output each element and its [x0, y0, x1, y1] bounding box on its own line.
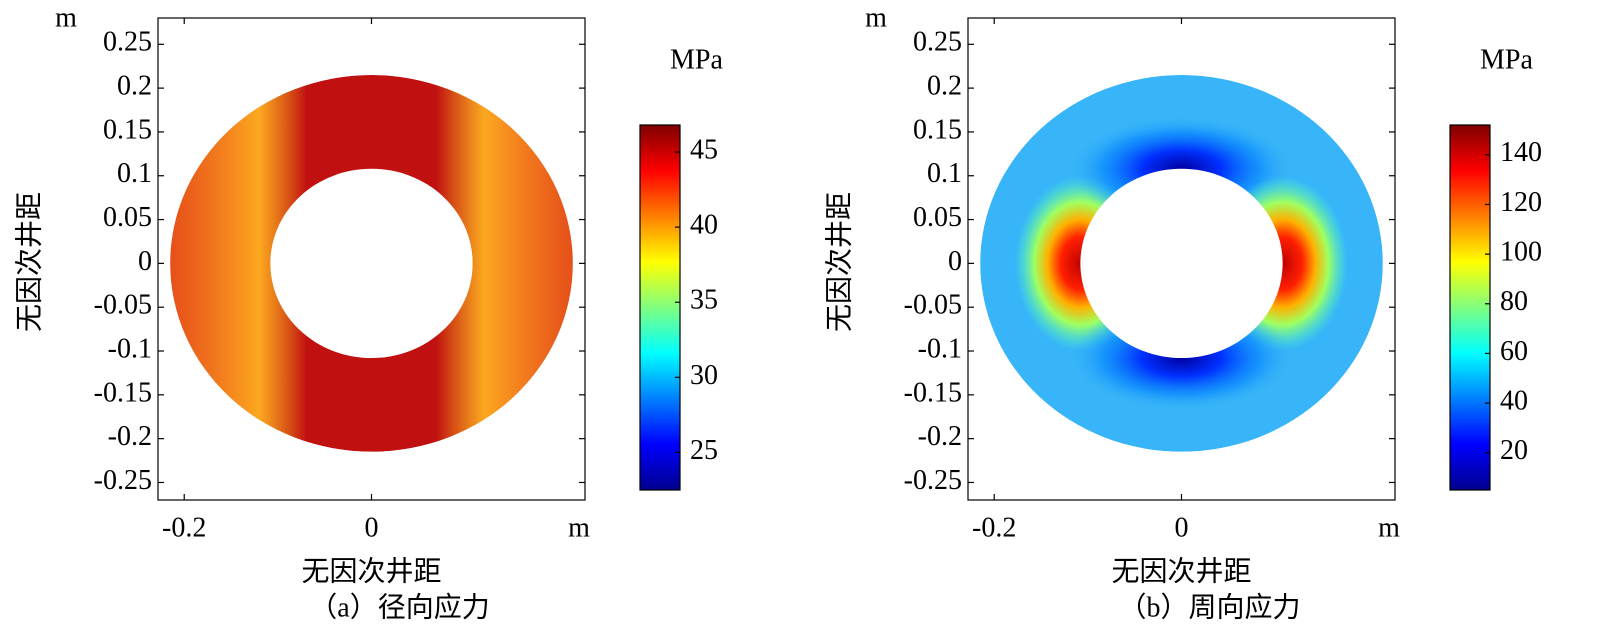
x-unit: m	[1378, 512, 1400, 543]
y-tick-label: 0.15	[103, 114, 152, 145]
colorbar-label: MPa	[670, 44, 723, 75]
y-tick-label: -0.2	[108, 421, 152, 452]
y-tick-label: 0	[948, 246, 962, 277]
x-unit: m	[568, 512, 590, 543]
colorbar-tick-label: 40	[1500, 386, 1528, 417]
y-unit: m	[55, 2, 77, 33]
y-tick-label: -0.1	[918, 333, 962, 364]
y-tick-label: -0.05	[904, 290, 962, 321]
colorbar-tick-label: 80	[1500, 286, 1528, 317]
y-tick-label: -0.1	[108, 333, 152, 364]
x-tick-label: 0	[1175, 512, 1189, 543]
caption: （a）径向应力	[309, 591, 489, 623]
y-tick-label: 0.1	[117, 158, 152, 189]
y-tick-label: -0.2	[918, 421, 962, 452]
caption: （b）周向应力	[1118, 591, 1300, 623]
colorbar-tick-label: 100	[1500, 237, 1542, 268]
y-axis-label: 无因次井距	[13, 192, 45, 332]
colorbar-tick-label: 60	[1500, 336, 1528, 367]
colorbar-tick-label: 25	[690, 435, 718, 466]
x-axis-label: 无因次井距	[301, 555, 441, 587]
y-unit: m	[865, 2, 887, 33]
colorbar-tick-label: 30	[690, 360, 718, 391]
inner-boundary	[1080, 168, 1283, 359]
y-tick-label: 0.2	[117, 71, 152, 102]
y-axis-label: 无因次井距	[823, 192, 855, 332]
y-tick-label: -0.15	[904, 377, 962, 408]
x-axis-label: 无因次井距	[1111, 555, 1251, 587]
colorbar-tick-label: 120	[1500, 187, 1542, 218]
y-tick-label: -0.25	[94, 465, 152, 496]
x-tick-label: 0	[365, 512, 379, 543]
y-tick-label: 0.25	[103, 27, 152, 58]
x-tick-label: -0.2	[162, 512, 206, 543]
colorbar-label: MPa	[1480, 44, 1533, 75]
y-tick-label: 0.15	[913, 114, 962, 145]
x-tick-label: -0.2	[972, 512, 1016, 543]
y-tick-label: 0.25	[913, 27, 962, 58]
colorbar-tick-label: 35	[690, 285, 718, 316]
field	[170, 74, 573, 452]
colorbar-tick-label: 140	[1500, 137, 1542, 168]
field	[980, 74, 1383, 452]
colorbar	[639, 124, 681, 491]
y-tick-label: 0.1	[927, 158, 962, 189]
y-tick-label: -0.05	[94, 290, 152, 321]
y-tick-label: -0.25	[904, 465, 962, 496]
colorbar-tick-label: 40	[690, 210, 718, 241]
inner-boundary	[270, 168, 473, 359]
y-tick-label: 0.05	[913, 202, 962, 233]
y-tick-label: 0.05	[103, 202, 152, 233]
colorbar	[1449, 124, 1491, 491]
y-tick-label: 0	[138, 246, 152, 277]
y-tick-label: 0.2	[927, 71, 962, 102]
y-tick-label: -0.15	[94, 377, 152, 408]
colorbar-tick-label: 20	[1500, 435, 1528, 466]
colorbar-tick-label: 45	[690, 134, 718, 165]
